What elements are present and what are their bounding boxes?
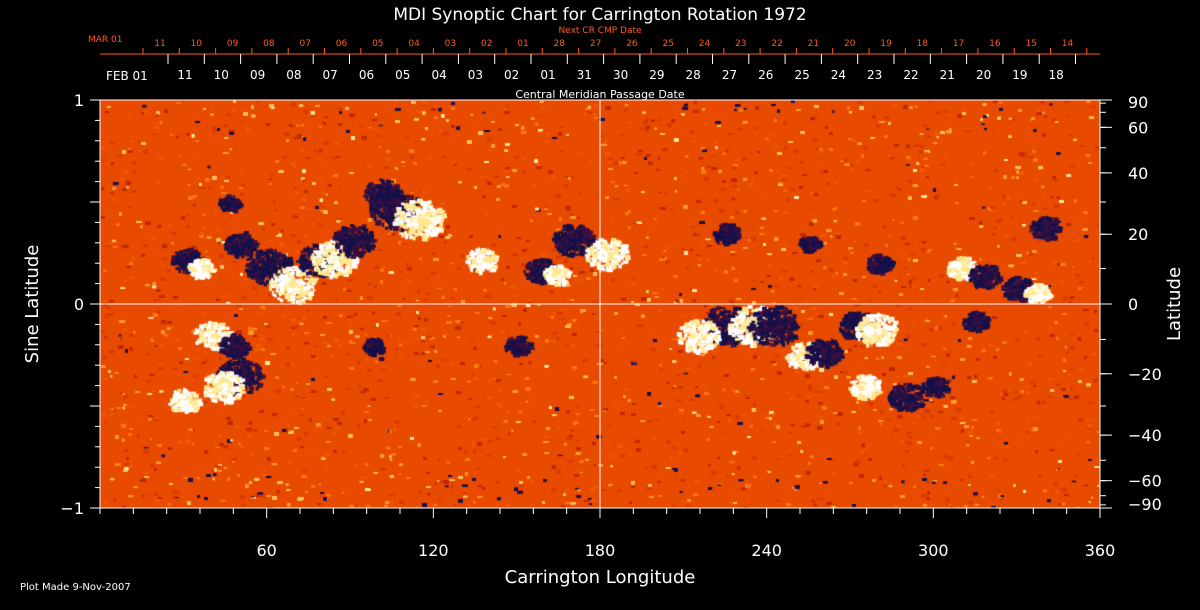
cmp-tick-label: 06 bbox=[359, 68, 374, 82]
next-cr-tick-label: 25 bbox=[662, 39, 673, 49]
cmp-tick-label: 10 bbox=[214, 68, 229, 82]
y-left-tick-label: 1 bbox=[74, 91, 84, 110]
next-cr-tick-label: 27 bbox=[590, 39, 601, 49]
y-right-tick-label: −60 bbox=[1128, 472, 1162, 491]
next-cr-tick-label: 03 bbox=[445, 39, 456, 49]
next-cr-tick-label: 21 bbox=[808, 39, 819, 49]
y-axis-left-label: Sine Latitude bbox=[22, 245, 43, 364]
x-tick-label: 180 bbox=[585, 541, 616, 560]
next-cr-tick-label: 06 bbox=[336, 39, 348, 49]
x-axis-ticks: 60 120 180 240 300 360 bbox=[99, 508, 1116, 560]
plot-made-footer: Plot Made 9-Nov-2007 bbox=[20, 582, 131, 593]
next-cr-tick-label: 01 bbox=[517, 39, 528, 49]
y-right-tick-label: 20 bbox=[1128, 225, 1148, 244]
y-axis-right-label: Latitude bbox=[1164, 267, 1185, 341]
next-cr-start-label: MAR 01 bbox=[88, 35, 123, 45]
x-tick-label: 60 bbox=[256, 541, 276, 560]
x-tick-label: 360 bbox=[1085, 541, 1116, 560]
y-right-tick-label: 90 bbox=[1128, 93, 1148, 112]
next-cr-tick-label: 28 bbox=[554, 39, 566, 49]
y-right-tick-label: −20 bbox=[1128, 365, 1162, 384]
y-left-tick-label: 0 bbox=[74, 295, 84, 314]
next-cr-tick-label: 15 bbox=[1025, 39, 1036, 49]
next-cr-tick-label: 10 bbox=[191, 39, 203, 49]
next-cr-tick-label: 23 bbox=[735, 39, 746, 49]
next-cr-tick-label: 22 bbox=[771, 39, 782, 49]
cmp-tick-label: 23 bbox=[867, 68, 882, 82]
y-right-tick-label: 60 bbox=[1128, 118, 1148, 137]
cmp-tick-label: 22 bbox=[903, 68, 918, 82]
cmp-tick-label: 01 bbox=[540, 68, 555, 82]
y-right-tick-label: −90 bbox=[1128, 495, 1162, 514]
y-left-tick-label: −1 bbox=[60, 499, 84, 518]
cmp-start-label: FEB 01 bbox=[106, 69, 148, 83]
next-cr-tick-label: 24 bbox=[699, 39, 711, 49]
next-cr-ticks: 11 10 09 08 07 06 05 04 03 02 01 28 27 26 25 24 23 22 21 20… bbox=[142, 39, 1088, 54]
cmp-tick-label: 03 bbox=[468, 68, 483, 82]
cmp-tick-label: 29 bbox=[649, 68, 664, 82]
cmp-ticks: 11 10 09 08 07 06 05 04 03 02 01 31 30 29 28 27 26 25 24 23… bbox=[167, 54, 1076, 82]
x-tick-label: 300 bbox=[918, 541, 949, 560]
cmp-axis-label: Central Meridian Passage Date bbox=[515, 88, 684, 101]
cmp-tick-label: 21 bbox=[940, 68, 955, 82]
x-axis-label: Carrington Longitude bbox=[505, 567, 696, 588]
next-cr-tick-label: 11 bbox=[154, 39, 165, 49]
cmp-tick-label: 24 bbox=[831, 68, 846, 82]
y-right-tick-label: 0 bbox=[1128, 295, 1138, 314]
cmp-tick-label: 30 bbox=[613, 68, 628, 82]
cmp-tick-label: 05 bbox=[395, 68, 410, 82]
cmp-tick-label: 28 bbox=[686, 68, 701, 82]
cmp-tick-label: 04 bbox=[431, 68, 446, 82]
cmp-tick-label: 11 bbox=[177, 68, 192, 82]
cmp-tick-label: 08 bbox=[286, 68, 301, 82]
next-cr-tick-label: 16 bbox=[989, 39, 1001, 49]
cmp-tick-label: 18 bbox=[1049, 68, 1064, 82]
next-cr-tick-label: 20 bbox=[844, 39, 856, 49]
cmp-tick-label: 25 bbox=[794, 68, 809, 82]
cmp-tick-label: 09 bbox=[250, 68, 265, 82]
cmp-tick-label: 26 bbox=[758, 68, 773, 82]
cmp-tick-label: 27 bbox=[722, 68, 737, 82]
y-right-tick-label: 40 bbox=[1128, 164, 1148, 183]
next-cr-tick-label: 17 bbox=[953, 39, 964, 49]
next-cr-tick-label: 18 bbox=[917, 39, 929, 49]
x-tick-label: 240 bbox=[751, 541, 782, 560]
next-cr-tick-label: 19 bbox=[880, 39, 892, 49]
cmp-tick-label: 02 bbox=[504, 68, 519, 82]
y-axis-left-ticks: 1 0 −1 bbox=[60, 91, 100, 518]
next-cr-tick-label: 05 bbox=[372, 39, 383, 49]
y-axis-right-ticks: 90 60 40 20 0 −20 −40 −60 −90 bbox=[1100, 93, 1162, 514]
cmp-tick-label: 19 bbox=[1012, 68, 1027, 82]
next-cr-axis-label: Next CR CMP Date bbox=[558, 26, 642, 36]
cmp-tick-label: 07 bbox=[323, 68, 338, 82]
cmp-tick-label: 31 bbox=[577, 68, 592, 82]
chart-title: MDI Synoptic Chart for Carrington Rotati… bbox=[393, 5, 806, 25]
next-cr-tick-label: 09 bbox=[227, 39, 239, 49]
next-cr-tick-label: 08 bbox=[263, 39, 275, 49]
next-cr-tick-label: 14 bbox=[1062, 39, 1074, 49]
next-cr-tick-label: 07 bbox=[299, 39, 310, 49]
next-cr-tick-label: 04 bbox=[408, 39, 420, 49]
y-right-tick-label: −40 bbox=[1128, 426, 1162, 445]
x-tick-label: 120 bbox=[418, 541, 449, 560]
next-cr-tick-label: 02 bbox=[481, 39, 492, 49]
cmp-tick-label: 20 bbox=[976, 68, 991, 82]
next-cr-tick-label: 26 bbox=[626, 39, 638, 49]
